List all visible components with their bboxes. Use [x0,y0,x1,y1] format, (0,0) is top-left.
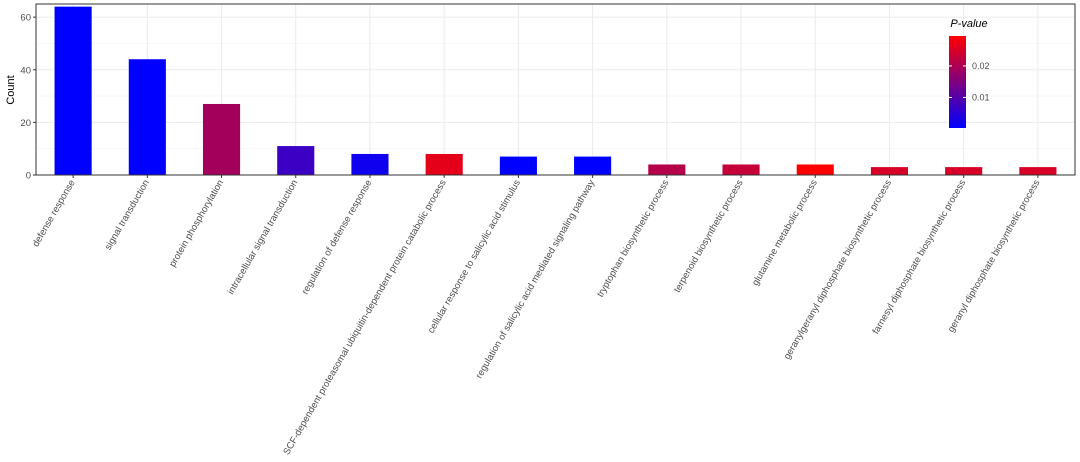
bars-layer [54,6,1057,176]
bar [1019,167,1057,175]
y-tick-label: 0 [26,171,31,182]
panel-border [35,3,1076,176]
y-tick-label: 20 [20,118,31,129]
bar [128,59,166,175]
y-axis-title: Count [5,75,17,104]
bar [425,153,463,175]
bar [351,153,389,175]
p-value-legend: P-value 0.01 0.02 [949,18,990,128]
bar [648,164,686,175]
legend-tick-label: 0.01 [972,92,990,102]
y-tick-label: 60 [20,13,31,24]
bar [945,167,983,175]
bar [796,164,834,175]
legend-color-bar [949,36,966,128]
bar [722,164,760,175]
bar [202,103,241,175]
legend-title: P-value [950,18,987,30]
bar [54,6,92,176]
legend-ticks: 0.01 0.02 [949,61,990,102]
y-axis: 0 20 40 60 [20,13,36,182]
bar [870,167,909,175]
bar [574,156,612,175]
legend-tick-label: 0.02 [972,61,990,71]
bar [277,146,315,175]
y-tick-label: 40 [20,65,31,76]
bar [499,156,537,175]
